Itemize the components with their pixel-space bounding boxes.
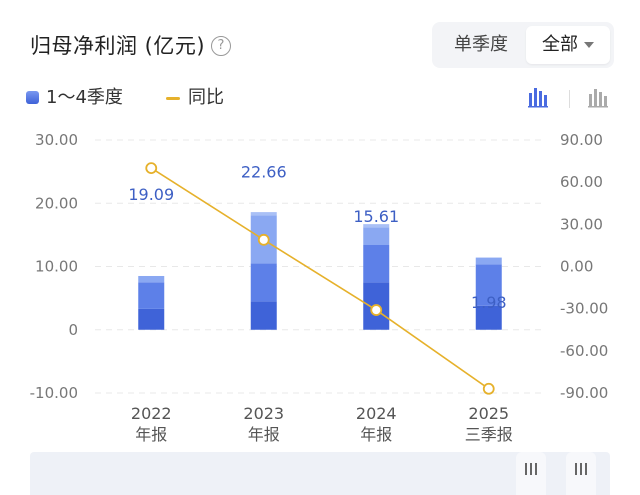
bar-segment — [363, 244, 390, 283]
period-toggle: 单季度 全部 — [432, 22, 614, 68]
category-label: 年报 — [360, 425, 392, 444]
category-label: 2024 — [356, 404, 397, 423]
right-axis-tick: 0.00 — [560, 258, 593, 276]
legend-line-swatch — [166, 97, 180, 100]
question-circle-icon[interactable]: ? — [211, 36, 231, 56]
bar-total-label: 1.98 — [471, 293, 507, 312]
yoy-point — [145, 162, 158, 175]
all-dropdown-label: 全部 — [542, 34, 578, 55]
left-axis-tick: -10.00 — [30, 384, 78, 402]
legend-item-line[interactable]: 同比 — [166, 86, 224, 110]
chart-header: 归母净利润 (亿元) ? 单季度 全部 — [0, 0, 640, 80]
right-axis-tick: -60.00 — [560, 342, 608, 360]
bar-segment — [138, 282, 165, 309]
left-axis-tick: 30.00 — [35, 131, 78, 149]
caret-down-icon — [584, 42, 594, 48]
right-axis-tick: -90.00 — [560, 384, 608, 402]
right-axis-tick: 90.00 — [560, 131, 603, 149]
zoom-handle-right-icon[interactable] — [566, 452, 596, 495]
category-label: 年报 — [135, 425, 167, 444]
zoom-handle-left-icon[interactable] — [516, 452, 546, 495]
chart-title: 归母净利润 (亿元) — [30, 34, 206, 58]
bar-total-label: 19.09 — [128, 185, 174, 204]
yoy-line — [150, 167, 490, 390]
category-label: 三季报 — [465, 425, 513, 444]
bar-segment — [363, 227, 390, 245]
bar-segment — [250, 301, 277, 330]
bar-chart-gray-icon[interactable] — [585, 84, 611, 110]
bar-chart-icon[interactable] — [525, 84, 551, 110]
left-axis-tick: 20.00 — [35, 194, 78, 212]
bar-segment — [363, 224, 390, 228]
view-divider — [569, 90, 570, 108]
category-label: 2023 — [243, 404, 284, 423]
right-axis-tick: 30.00 — [560, 215, 603, 233]
bar-segment — [138, 275, 165, 283]
left-axis-tick: 10.00 — [35, 258, 78, 276]
bar-segment — [475, 264, 502, 306]
bar-segment — [138, 308, 165, 330]
bar-segment — [250, 263, 277, 302]
category-label: 2022 — [131, 404, 172, 423]
chart-plot: 30.00 20.00 10.00 0 -10.00 90.00 60.00 30.00 0.0… — [30, 131, 609, 444]
bar-total-label: 15.61 — [353, 207, 399, 226]
yoy-point — [257, 233, 270, 246]
legend-line-label: 同比 — [188, 87, 224, 108]
category-label: 年报 — [248, 425, 280, 444]
single-quarter-button[interactable]: 单季度 — [454, 34, 508, 55]
yoy-point — [370, 304, 383, 316]
bar-segment — [250, 212, 277, 216]
legend-bar-label: 1～4季度 — [46, 87, 123, 108]
bar-total-label: 22.66 — [241, 162, 287, 181]
left-axis-tick: 0 — [68, 321, 78, 339]
bar-segment — [475, 257, 502, 265]
legend-item-bars[interactable]: 1～4季度 — [26, 86, 123, 110]
data-zoom-strip[interactable] — [30, 452, 610, 495]
right-axis-tick: -30.00 — [560, 300, 608, 318]
all-dropdown-button[interactable]: 全部 — [526, 26, 610, 64]
yoy-point — [482, 382, 495, 395]
bar-segment — [475, 305, 502, 330]
legend-bar-swatch — [26, 91, 39, 104]
right-axis-tick: 60.00 — [560, 173, 603, 191]
category-label: 2025 — [468, 404, 509, 423]
